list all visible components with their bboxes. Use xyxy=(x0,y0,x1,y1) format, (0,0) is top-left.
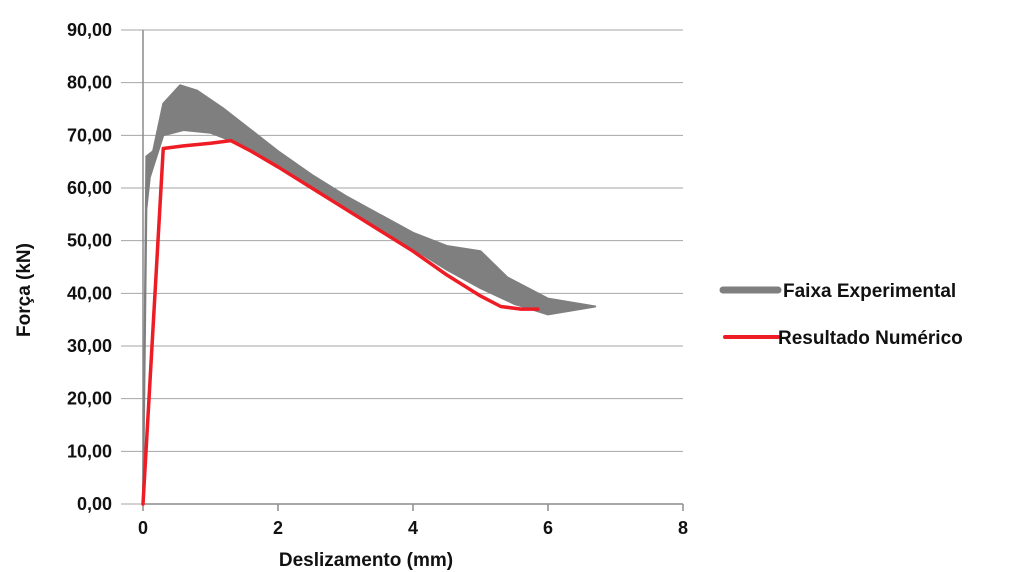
y-tick-label: 10,00 xyxy=(67,441,112,461)
y-tick-label: 20,00 xyxy=(67,389,112,409)
x-axis-title: Deslizamento (mm) xyxy=(279,550,453,571)
y-tick-label: 80,00 xyxy=(67,73,112,93)
x-tick-labels: 0 2 4 6 8 xyxy=(138,518,688,538)
x-tick-label: 8 xyxy=(678,518,688,538)
x-tick-label: 6 xyxy=(543,518,553,538)
axes xyxy=(142,30,684,511)
series-faixa-experimental xyxy=(142,84,597,505)
legend: Faixa Experimental Resultado Numérico xyxy=(719,281,963,349)
y-tick-label: 70,00 xyxy=(67,125,112,145)
y-tick-label: 0,00 xyxy=(77,494,112,514)
y-tick-label: 90,00 xyxy=(67,20,112,40)
x-tick-label: 4 xyxy=(408,518,418,538)
plot-area xyxy=(141,84,597,506)
series-resultado-numerico xyxy=(141,138,540,506)
legend-label-faixa-experimental: Faixa Experimental xyxy=(783,281,956,302)
x-tick-label: 2 xyxy=(273,518,283,538)
y-tick-label: 30,00 xyxy=(67,336,112,356)
legend-label-resultado-numerico: Resultado Numérico xyxy=(778,328,963,349)
y-tick-label: 50,00 xyxy=(67,231,112,251)
y-tick-label: 40,00 xyxy=(67,283,112,303)
y-tick-label: 60,00 xyxy=(67,178,112,198)
y-tick-labels: 0,00 10,00 20,00 30,00 40,00 50,00 60,00 70,00 8… xyxy=(67,20,112,514)
y-axis-title: Força (kN) xyxy=(14,243,35,337)
x-tick-label: 0 xyxy=(138,518,148,538)
